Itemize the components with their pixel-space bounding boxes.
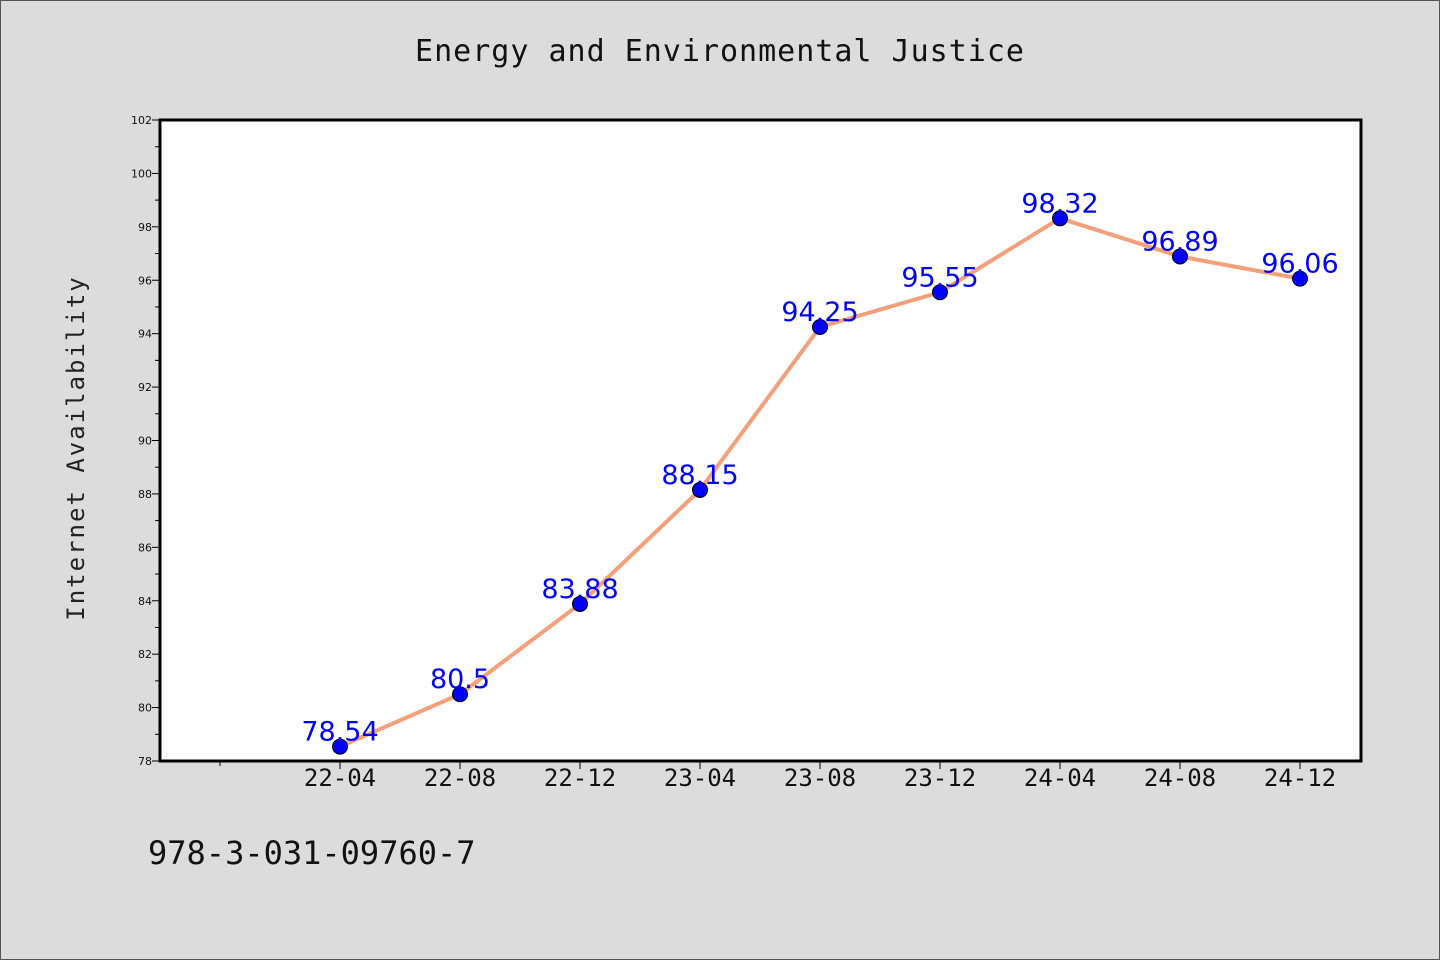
x-axis: 22-04 22-08 22-12 23-04 23-08 23-12 24-04 24-08… xyxy=(219,761,1336,792)
plot-area xyxy=(158,118,1363,763)
y-tick-label: 86 xyxy=(138,541,152,554)
y-tick-label: 102 xyxy=(131,114,152,127)
y-tick-label: 100 xyxy=(131,167,152,180)
isbn-text: 978-3-031-09760-7 xyxy=(148,834,476,872)
y-tick-label: 82 xyxy=(138,648,152,661)
data-point xyxy=(452,686,468,703)
x-tick-label: 23-04 xyxy=(664,764,736,792)
data-label: 78.54 xyxy=(301,717,378,748)
data-label: 80.5 xyxy=(430,664,490,695)
data-label: 94.25 xyxy=(781,297,858,328)
y-tick-label: 94 xyxy=(138,328,152,341)
data-point xyxy=(1292,270,1308,287)
x-tick-label: 22-12 xyxy=(544,764,616,792)
chart-title: Energy and Environmental Justice xyxy=(415,34,1025,69)
x-tick-label: 24-12 xyxy=(1264,764,1336,792)
data-label: 83.88 xyxy=(541,574,618,605)
data-label: 95.55 xyxy=(901,262,978,293)
series-group: 78.54 80.5 83.88 88.15 94.25 95.55 98.32 96.89 9… xyxy=(301,188,1339,755)
data-point xyxy=(1052,210,1068,227)
data-point xyxy=(1172,248,1188,265)
x-tick-label: 24-08 xyxy=(1144,764,1216,792)
y-tick-label: 84 xyxy=(138,595,152,608)
y-tick-label: 92 xyxy=(138,381,152,394)
data-point xyxy=(572,595,588,612)
data-point xyxy=(932,284,948,301)
x-tick-label: 23-12 xyxy=(904,764,976,792)
y-tick-label: 98 xyxy=(138,221,152,234)
x-tick-label: 24-04 xyxy=(1024,764,1096,792)
data-point xyxy=(692,481,708,498)
x-tick-label: 22-08 xyxy=(424,764,496,792)
y-tick-label: 90 xyxy=(138,435,152,448)
data-label: 96.89 xyxy=(1141,226,1218,257)
data-point xyxy=(332,738,348,755)
y-axis: 78 80 82 84 86 88 90 92 94 96 98 100 102 xyxy=(131,114,160,768)
y-tick-label: 78 xyxy=(138,755,152,768)
y-tick-label: 80 xyxy=(138,702,152,715)
data-label: 88.15 xyxy=(661,460,738,491)
x-tick-label: 22-04 xyxy=(304,764,376,792)
data-point xyxy=(812,318,828,335)
y-tick-label: 96 xyxy=(138,274,152,287)
x-tick-label: 23-08 xyxy=(784,764,856,792)
data-label: 96.06 xyxy=(1261,249,1338,280)
y-tick-label: 88 xyxy=(138,488,152,501)
data-label: 98.32 xyxy=(1021,188,1098,219)
